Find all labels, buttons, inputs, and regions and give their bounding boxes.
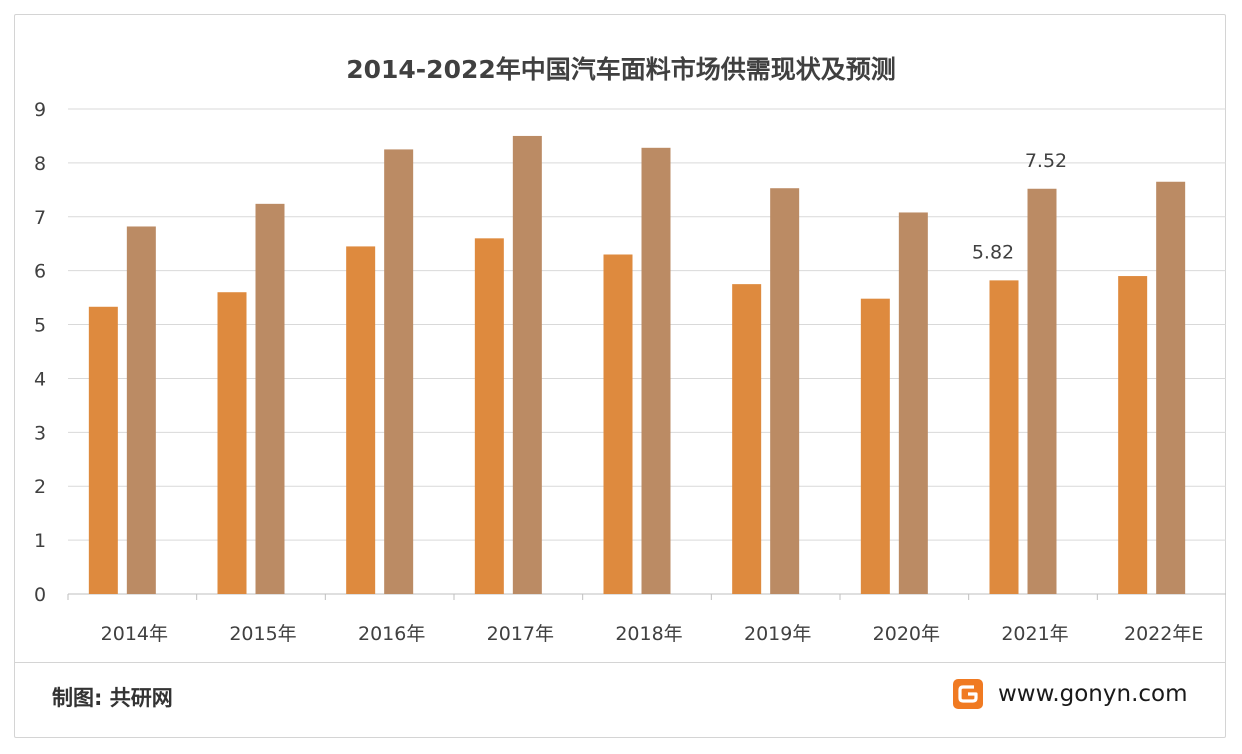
footer-divider: [14, 662, 1226, 663]
bar-series-1: [732, 284, 762, 594]
chart-title: 2014-2022年中国汽车面料市场供需现状及预测: [346, 55, 896, 84]
source-credit: 制图: 共研网: [52, 686, 173, 710]
bar-series-2: [641, 147, 671, 595]
y-tick-label: 1: [34, 530, 46, 552]
x-tick-label: 2017年: [487, 623, 554, 645]
bar-series-1: [217, 292, 247, 594]
y-tick-label: 9: [34, 99, 46, 121]
bars: [88, 135, 1186, 595]
y-axis-ticks: 0 1 2 3 4 5 6 7 8 9: [34, 99, 46, 606]
gonyn-logo-icon: [953, 679, 983, 709]
x-tick-label: 2020年: [873, 623, 940, 645]
website-url[interactable]: www.gonyn.com: [998, 681, 1188, 707]
data-label: 7.52: [1025, 150, 1067, 172]
brand-block[interactable]: www.gonyn.com: [952, 676, 1188, 712]
y-tick-label: 5: [34, 315, 46, 337]
y-tick-label: 0: [34, 584, 46, 606]
bar-series-2: [384, 149, 414, 594]
bar-series-2: [1027, 188, 1057, 594]
bar-series-1: [346, 246, 376, 594]
y-tick-label: 2: [34, 476, 46, 498]
y-tick-label: 8: [34, 153, 46, 175]
bar-series-2: [255, 203, 285, 594]
x-tick-label: 2021年: [1001, 623, 1068, 645]
bar-series-1: [1118, 276, 1148, 594]
bar-series-2: [898, 212, 928, 594]
bar-series-1: [474, 238, 504, 595]
bar-series-2: [126, 226, 156, 594]
x-tick-label: 2018年: [615, 623, 682, 645]
y-tick-label: 4: [34, 368, 46, 390]
bar-series-1: [88, 306, 118, 594]
bar-series-2: [1156, 181, 1186, 594]
x-tick-label: 2016年: [358, 623, 425, 645]
x-tick-label: 2014年: [101, 623, 168, 645]
data-labels: 5.82 7.52: [972, 150, 1067, 264]
bar-series-2: [512, 135, 542, 594]
bar-series-2: [770, 188, 800, 594]
bar-series-1: [603, 254, 633, 594]
bar-series-1: [989, 280, 1019, 594]
x-tick-label: 2015年: [229, 623, 296, 645]
x-tick-label: 2022年E: [1124, 623, 1203, 645]
x-axis-ticks: 2014年 2015年 2016年 2017年 2018年 2019年 2020年 2021年…: [67, 594, 1203, 645]
y-tick-label: 6: [34, 261, 46, 283]
y-tick-label: 3: [34, 422, 46, 444]
y-tick-label: 7: [34, 207, 46, 229]
bar-series-1: [860, 298, 890, 594]
data-label: 5.82: [972, 241, 1014, 263]
x-tick-label: 2019年: [744, 623, 811, 645]
